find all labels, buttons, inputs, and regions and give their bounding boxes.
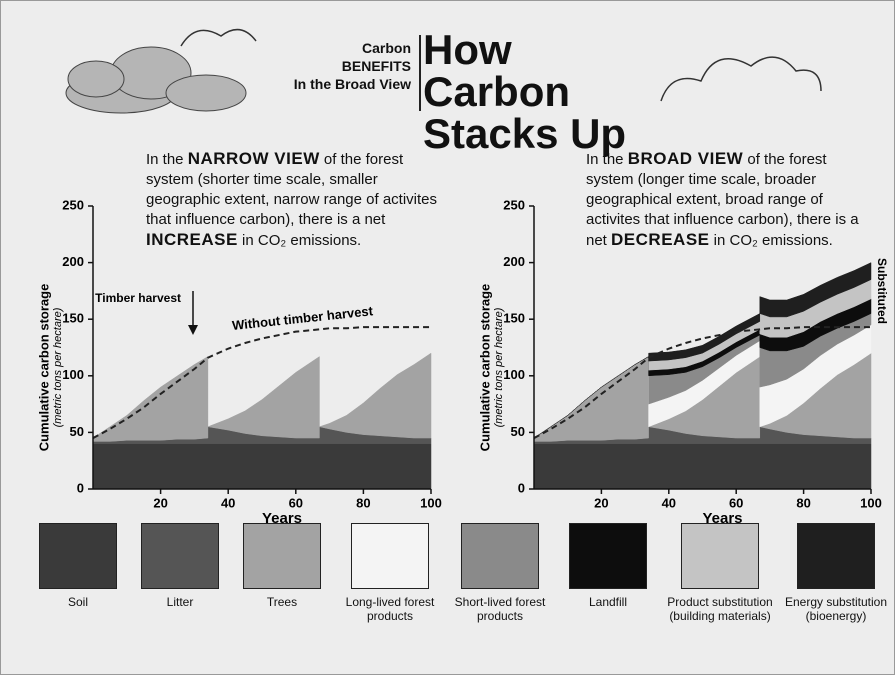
cloud-right xyxy=(661,57,821,101)
x-tick-label: 60 xyxy=(289,495,303,510)
y-tick-label: 150 xyxy=(62,311,84,326)
annotation-arrowhead xyxy=(188,325,198,335)
y-axis-sublabel: (metric tons per hectare) xyxy=(52,307,64,427)
legend-swatch xyxy=(351,523,429,589)
y-axis-label: Cumulative carbon storage xyxy=(36,284,51,452)
legend-swatch xyxy=(681,523,759,589)
x-tick-label: 20 xyxy=(594,495,608,510)
infographic: Without timber harvest050100150200250204… xyxy=(0,0,895,675)
legend-label: Trees xyxy=(223,595,341,609)
legend-swatch xyxy=(243,523,321,589)
legend-item: Energy substitution (bioenergy) xyxy=(777,523,895,623)
annotation: Substituted xyxy=(875,258,889,324)
legend-item: Short-lived forest products xyxy=(441,523,559,623)
cloud-left xyxy=(66,47,246,113)
description-text: in CO₂ emissions. xyxy=(710,232,833,249)
cloud-outline xyxy=(181,30,256,46)
legend-item: Product substitution (building materials… xyxy=(661,523,779,623)
legend-item: Trees xyxy=(223,523,341,609)
legend-swatch xyxy=(39,523,117,589)
legend-label: Product substitution (building materials… xyxy=(661,595,779,623)
x-tick-label: 100 xyxy=(420,495,442,510)
description-emphasis: DECREASE xyxy=(611,230,709,249)
kicker-line: Carbon xyxy=(251,39,411,57)
x-tick-label: 80 xyxy=(796,495,810,510)
y-tick-label: 250 xyxy=(503,197,525,212)
y-tick-label: 150 xyxy=(503,311,525,326)
description: In the NARROW VIEW of the forest system … xyxy=(146,149,446,251)
legend-item: Litter xyxy=(121,523,239,609)
x-tick-label: 80 xyxy=(356,495,370,510)
y-axis-sublabel: (metric tons per hectare) xyxy=(493,307,505,427)
area-layer xyxy=(93,444,431,489)
legend-item: Soil xyxy=(19,523,137,609)
y-tick-label: 50 xyxy=(70,424,84,439)
divider xyxy=(419,35,421,111)
y-tick-label: 0 xyxy=(77,480,84,495)
legend-label: Soil xyxy=(19,595,137,609)
y-tick-label: 100 xyxy=(62,367,84,382)
legend-label: Landfill xyxy=(549,595,667,609)
y-tick-label: 100 xyxy=(503,367,525,382)
kicker-line: In the Broad View xyxy=(251,75,411,93)
legend-swatch xyxy=(141,523,219,589)
x-tick-label: 20 xyxy=(153,495,167,510)
description-emphasis: INCREASE xyxy=(146,230,238,249)
y-axis-label: Cumulative carbon storage xyxy=(477,284,492,452)
y-tick-label: 200 xyxy=(503,254,525,269)
legend-item: Landfill xyxy=(549,523,667,609)
legend-swatch xyxy=(569,523,647,589)
kicker: Carbon BENEFITS In the Broad View xyxy=(251,39,411,93)
x-tick-label: 60 xyxy=(729,495,743,510)
y-tick-label: 250 xyxy=(62,197,84,212)
y-tick-label: 200 xyxy=(62,254,84,269)
description-text: In the xyxy=(586,151,628,168)
area-layer xyxy=(93,353,431,441)
legend-label: Litter xyxy=(121,595,239,609)
legend-label: Short-lived forest products xyxy=(441,595,559,623)
x-tick-label: 100 xyxy=(860,495,882,510)
description: In the BROAD VIEW of the forest system (… xyxy=(586,149,871,251)
kicker-line: BENEFITS xyxy=(251,57,411,75)
area-layer xyxy=(534,444,871,489)
title: How Carbon Stacks Up xyxy=(423,29,653,155)
x-tick-label: 40 xyxy=(662,495,676,510)
legend-swatch xyxy=(797,523,875,589)
description-emphasis: NARROW VIEW xyxy=(188,149,320,168)
x-tick-label: 40 xyxy=(221,495,235,510)
reference-label: Without timber harvest xyxy=(231,303,374,333)
legend-label: Long-lived forest products xyxy=(331,595,449,623)
description-emphasis: BROAD VIEW xyxy=(628,149,744,168)
y-tick-label: 50 xyxy=(511,424,525,439)
description-text: In the xyxy=(146,151,188,168)
legend-label: Energy substitution (bioenergy) xyxy=(777,595,895,623)
annotation: Timber harvest xyxy=(95,291,181,305)
legend-swatch xyxy=(461,523,539,589)
y-tick-label: 0 xyxy=(518,480,525,495)
description-text: in CO₂ emissions. xyxy=(238,232,361,249)
legend-item: Long-lived forest products xyxy=(331,523,449,623)
